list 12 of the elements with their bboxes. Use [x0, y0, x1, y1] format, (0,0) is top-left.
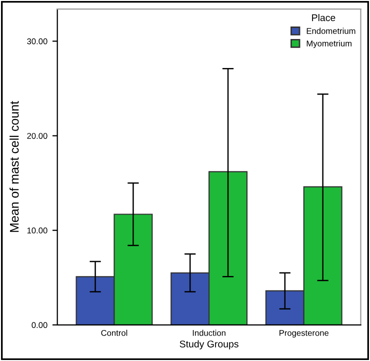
x-tick-label: Progesterone: [280, 330, 329, 338]
legend-label: Endometrium: [306, 28, 356, 34]
x-axis-title: Study Groups: [180, 340, 238, 350]
legend-label: Myometrium: [306, 40, 352, 48]
x-tick-label: Induction: [192, 330, 226, 336]
y-tick-label: 0.00: [32, 322, 48, 328]
y-tick-label: 30.00: [27, 38, 48, 44]
x-tick-label: Control: [101, 330, 128, 336]
legend-title: Place: [312, 14, 336, 22]
y-tick-label: 10.00: [27, 228, 48, 234]
y-tick-label: 20.00: [27, 132, 48, 139]
y-axis-title: Mean of mast cell count: [10, 101, 19, 232]
